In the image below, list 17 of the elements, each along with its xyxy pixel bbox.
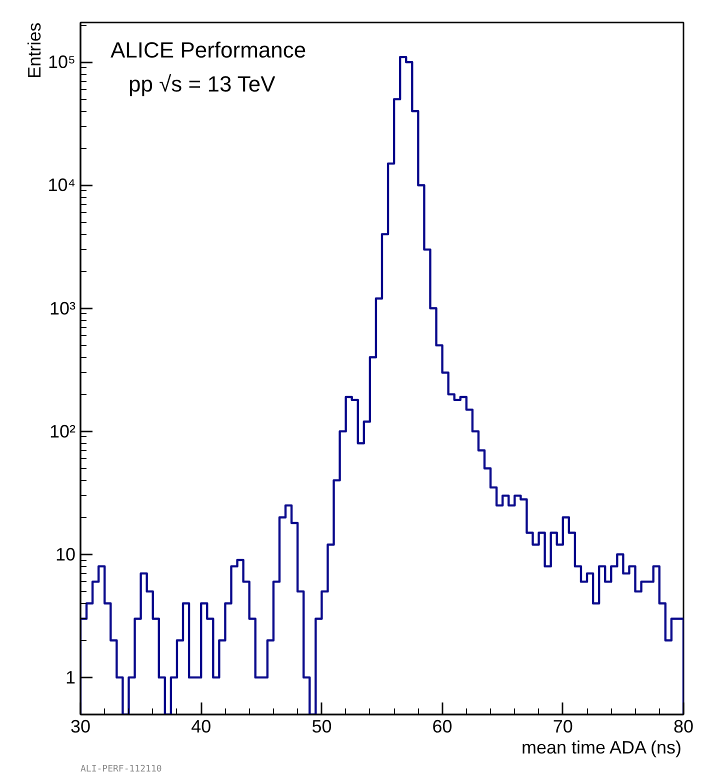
y-tick-label: 10 <box>55 544 76 564</box>
y-tick-label: 10⁴ <box>48 175 76 196</box>
x-tick-label: 70 <box>552 716 573 736</box>
text: ALI-PERF-112110 <box>80 764 162 774</box>
y-tick-label: 10⁵ <box>48 52 76 72</box>
y-axis-title: Entries <box>24 22 44 79</box>
y-tick-label: 1 <box>65 667 76 688</box>
annotation: ALICE Performance <box>110 38 306 62</box>
x-tick-label: 30 <box>70 716 91 736</box>
x-tick-label: 50 <box>312 716 332 736</box>
y-tick-label: 10² <box>49 421 76 442</box>
x-axis-title: mean time ADA (ns) <box>521 738 682 758</box>
x-tick-label: 80 <box>673 716 694 736</box>
annotation: pp √s = 13 TeV <box>128 72 276 96</box>
y-tick-label: 10³ <box>49 298 76 318</box>
x-tick-label: 60 <box>432 716 452 736</box>
x-tick-label: 40 <box>191 716 212 736</box>
